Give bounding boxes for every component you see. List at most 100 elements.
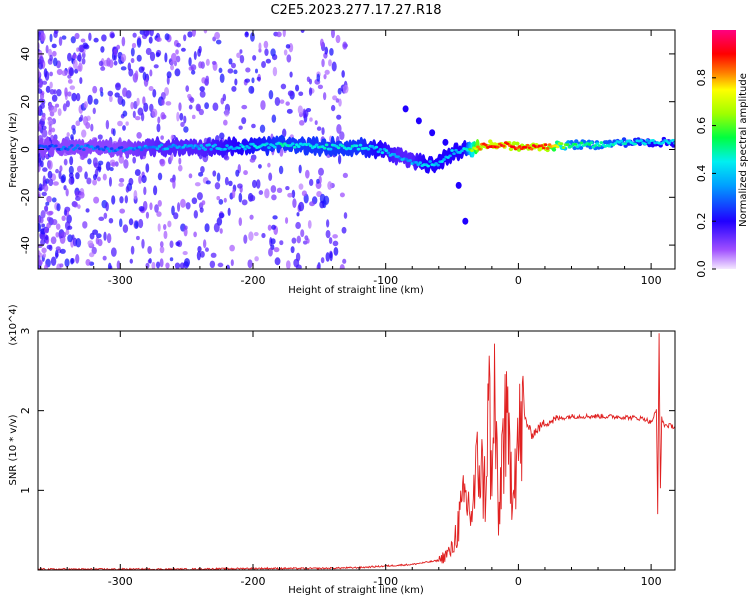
noise-speckle bbox=[61, 70, 68, 77]
noise-speckle bbox=[247, 259, 253, 269]
noise-speckle bbox=[249, 214, 254, 220]
noise-speckle bbox=[81, 51, 86, 59]
noise-speckle bbox=[205, 58, 210, 66]
noise-speckle bbox=[38, 222, 42, 232]
noise-speckle bbox=[228, 180, 233, 187]
noise-speckle bbox=[308, 178, 314, 187]
noise-speckle bbox=[61, 231, 67, 238]
noise-speckle bbox=[291, 237, 297, 244]
noise-speckle bbox=[45, 234, 49, 241]
noise-speckle bbox=[136, 37, 142, 48]
noise-speckle bbox=[70, 257, 74, 265]
colorbar-tick-label: 0.4 bbox=[695, 165, 708, 183]
noise-speckle bbox=[284, 217, 289, 224]
snr-marks bbox=[38, 333, 675, 570]
noise-speckle bbox=[333, 246, 339, 256]
noise-speckle bbox=[70, 134, 74, 140]
ridge-core bbox=[414, 160, 419, 164]
ridge-core bbox=[645, 138, 649, 142]
noise-speckle bbox=[227, 68, 234, 74]
noise-speckle bbox=[38, 162, 41, 173]
noise-speckle bbox=[219, 228, 223, 234]
noise-speckle bbox=[274, 257, 281, 266]
noise-speckle bbox=[270, 238, 276, 245]
noise-speckle bbox=[171, 205, 175, 216]
noise-speckle bbox=[50, 256, 57, 267]
noise-speckle bbox=[125, 185, 130, 193]
noise-speckle bbox=[92, 179, 97, 186]
noise-speckle bbox=[78, 191, 85, 199]
noise-speckle bbox=[68, 172, 74, 179]
noise-speckle bbox=[56, 88, 62, 97]
noise-speckle bbox=[183, 115, 187, 124]
noise-speckle bbox=[243, 170, 248, 176]
noise-speckle bbox=[44, 227, 49, 234]
noise-speckle bbox=[298, 183, 304, 190]
noise-speckle bbox=[177, 202, 181, 212]
noise-speckle bbox=[83, 116, 89, 126]
noise-speckle bbox=[149, 30, 154, 37]
ridge-core bbox=[545, 147, 550, 150]
noise-speckle bbox=[193, 210, 198, 219]
ridge-core bbox=[416, 163, 421, 167]
noise-speckle bbox=[41, 115, 46, 121]
ridge-core bbox=[613, 142, 618, 145]
ridge-core bbox=[76, 144, 80, 147]
snr-series-line bbox=[38, 333, 675, 570]
noise-speckle bbox=[290, 246, 295, 254]
noise-speckle bbox=[159, 246, 165, 254]
noise-speckle bbox=[75, 238, 82, 248]
noise-speckle bbox=[196, 104, 201, 112]
y-tick-label: -40 bbox=[19, 236, 32, 254]
noise-speckle bbox=[161, 99, 165, 106]
noise-speckle bbox=[42, 167, 48, 172]
noise-speckle bbox=[66, 132, 70, 138]
ridge-core bbox=[207, 143, 211, 147]
noise-speckle bbox=[118, 155, 125, 164]
ridge-core bbox=[470, 149, 474, 152]
noise-speckle bbox=[214, 182, 221, 190]
noise-speckle bbox=[100, 46, 105, 53]
noise-speckle bbox=[159, 158, 166, 167]
noise-speckle bbox=[238, 125, 243, 130]
noise-speckle bbox=[143, 186, 147, 196]
branch-point bbox=[402, 105, 409, 113]
ridge-core bbox=[60, 147, 64, 151]
noise-speckle bbox=[316, 126, 322, 131]
snr-y-ticks: 1 2 3 bbox=[19, 328, 675, 494]
ridge-core bbox=[448, 154, 452, 158]
noise-speckle bbox=[113, 48, 118, 56]
noise-speckle bbox=[179, 112, 184, 121]
figure-title: C2E5.2023.277.17.27.R18 bbox=[270, 3, 441, 18]
spectrogram-y-label: Frequency (Hz) bbox=[8, 112, 19, 188]
noise-speckle bbox=[252, 55, 257, 61]
noise-speckle bbox=[133, 189, 138, 200]
noise-speckle bbox=[65, 229, 70, 236]
noise-speckle bbox=[328, 237, 333, 244]
noise-speckle bbox=[107, 90, 114, 97]
noise-speckle bbox=[77, 52, 82, 63]
noise-speckle bbox=[258, 190, 264, 195]
noise-speckle bbox=[237, 183, 243, 189]
noise-speckle bbox=[324, 69, 330, 75]
noise-speckle bbox=[63, 184, 67, 191]
noise-speckle bbox=[117, 120, 123, 127]
ridge-core bbox=[296, 145, 301, 148]
noise-speckle bbox=[303, 109, 309, 118]
noise-speckle bbox=[119, 196, 124, 204]
ridge-core bbox=[623, 142, 628, 146]
ridge-halo bbox=[607, 139, 612, 144]
colorbar-label: Normalized spectral amplitude bbox=[738, 73, 749, 227]
ridge-core bbox=[587, 143, 592, 146]
noise-speckle bbox=[248, 85, 255, 94]
noise-speckle bbox=[289, 71, 293, 78]
noise-speckle bbox=[343, 212, 348, 219]
x-tick-label: -100 bbox=[373, 274, 398, 287]
noise-speckle bbox=[175, 55, 181, 63]
noise-speckle bbox=[265, 58, 272, 64]
noise-speckle bbox=[279, 99, 285, 104]
noise-speckle bbox=[87, 240, 94, 247]
ridge-core bbox=[579, 141, 584, 145]
ridge-core bbox=[165, 147, 170, 151]
ridge-halo bbox=[551, 147, 557, 152]
